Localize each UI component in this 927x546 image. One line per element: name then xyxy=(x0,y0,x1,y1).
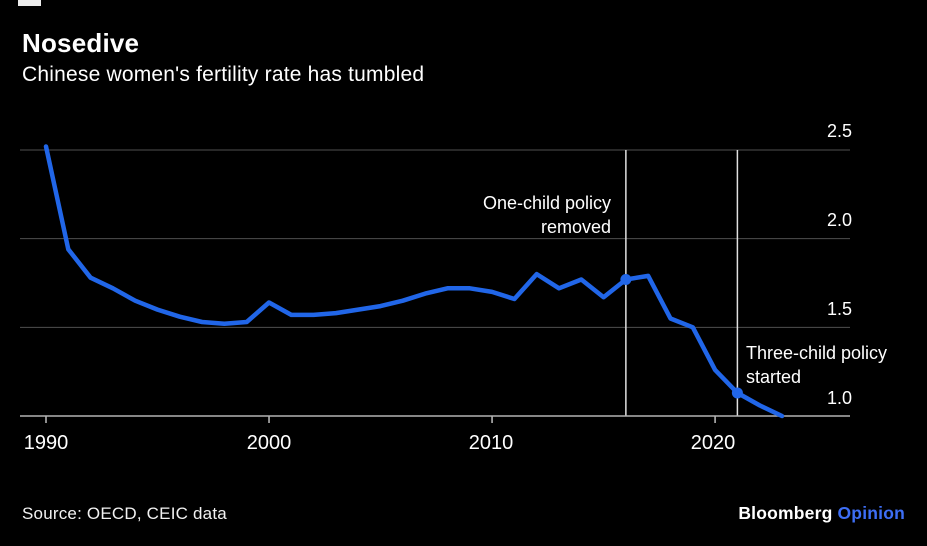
opinion-wordmark: Opinion xyxy=(837,503,905,523)
x-axis-tick-label-2010: 2010 xyxy=(468,432,514,454)
annotation-three-child-policy: Three-child policy started xyxy=(746,343,888,387)
event-marker-2016 xyxy=(620,273,632,285)
chart-title: Nosedive xyxy=(22,28,140,58)
x-axis-tick-label-2020: 2020 xyxy=(690,432,736,454)
y-axis-tick-label-2-0: 2.0 xyxy=(826,210,852,230)
fertility-rate-line xyxy=(43,144,785,419)
x-axis-tick-label-1990: 1990 xyxy=(23,432,69,454)
event-marker-2021 xyxy=(731,387,743,399)
x-axis-tick-label-2000: 2000 xyxy=(246,432,292,454)
source-note: Source: OECD, CEIC data xyxy=(22,504,227,523)
y-axis-tick-label-2-5: 2.5 xyxy=(826,121,852,141)
annotation-one-child-policy: One-child policy removed xyxy=(482,193,611,237)
top-edge-artifact xyxy=(18,0,41,6)
y-axis-tick-label-1-0: 1.0 xyxy=(826,388,852,408)
bloomberg-wordmark: Bloomberg xyxy=(738,503,833,523)
y-axis-tick-label-1-5: 1.5 xyxy=(826,299,852,319)
chart-subtitle: Chinese women's fertility rate has tumbl… xyxy=(22,63,425,86)
bloomberg-opinion-logo: Bloomberg Opinion xyxy=(738,503,905,524)
